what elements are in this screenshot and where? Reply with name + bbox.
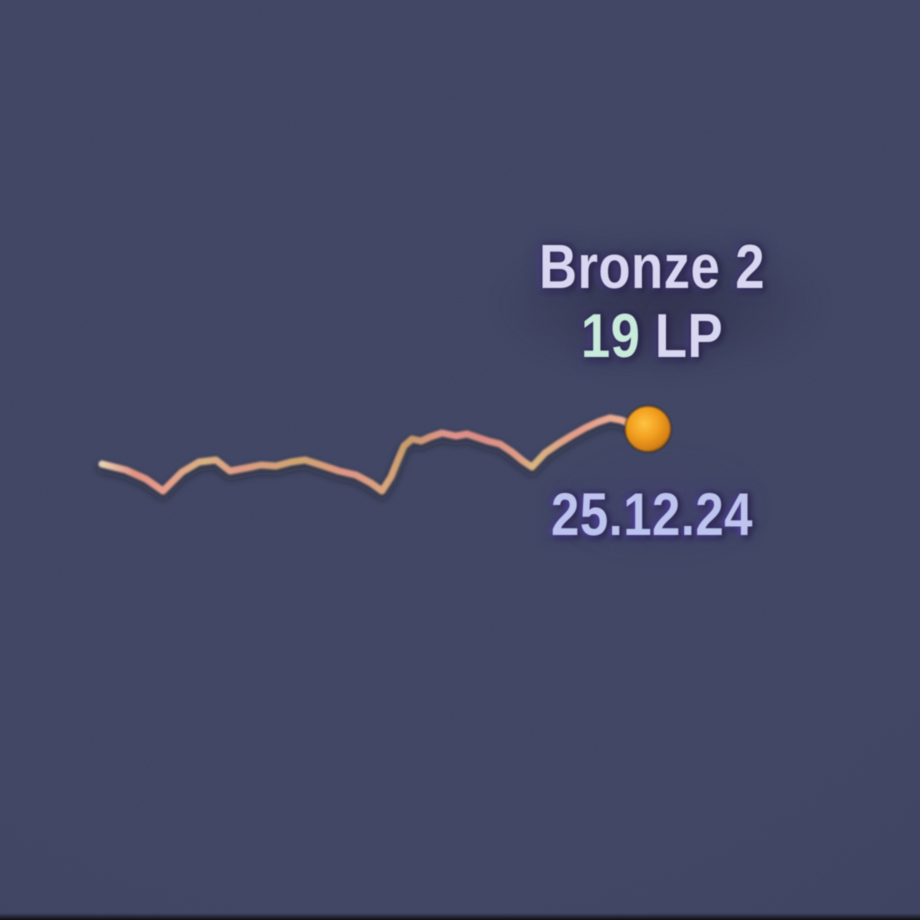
rank-tier-label: Bronze 2	[539, 233, 765, 302]
date-label: 25.12.24	[551, 481, 753, 548]
current-rank-dot	[623, 404, 673, 454]
rank-lp-label: 19 LP	[472, 305, 832, 369]
lp-suffix: LP	[654, 302, 724, 371]
lp-value: 19	[580, 302, 641, 371]
